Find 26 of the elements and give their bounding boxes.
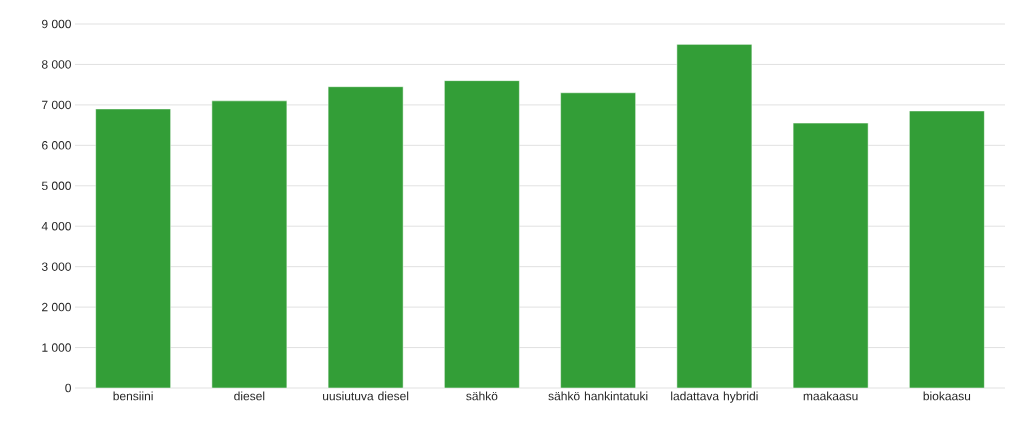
x-tick-label: diesel [234, 391, 265, 401]
x-tick-label: uusiutuva diesel [323, 391, 409, 401]
x-tick-label: sähkö [466, 391, 498, 401]
bar [444, 80, 520, 388]
y-tick-label: 8 000 [41, 60, 71, 69]
y-tick-label: 3 000 [41, 262, 71, 271]
y-tick-label: 9 000 [42, 19, 71, 29]
bar [909, 110, 985, 388]
bar [676, 43, 753, 388]
y-tick-label: 4 000 [41, 221, 71, 231]
x-tick-label: maakaasu [803, 391, 858, 401]
y-tick-label: 6 000 [42, 141, 71, 150]
y-tick-label: 5 000 [41, 181, 71, 191]
bar [560, 92, 636, 388]
x-tick-label: ladattava hybridi [671, 391, 758, 403]
y-tick-label: 2 000 [42, 302, 71, 312]
x-tick-label: bensiini [113, 391, 153, 401]
bar [328, 86, 404, 388]
x-tick-label: sähkö hankintatuki [548, 391, 648, 401]
y-tick-label: 1 000 [42, 343, 71, 352]
y-tick-label: 0 [65, 383, 72, 393]
x-tick-label: biokaasu [923, 391, 971, 401]
bar [95, 108, 171, 388]
bar [792, 122, 869, 388]
bar [211, 100, 288, 388]
y-tick-label: 7 000 [42, 100, 71, 110]
